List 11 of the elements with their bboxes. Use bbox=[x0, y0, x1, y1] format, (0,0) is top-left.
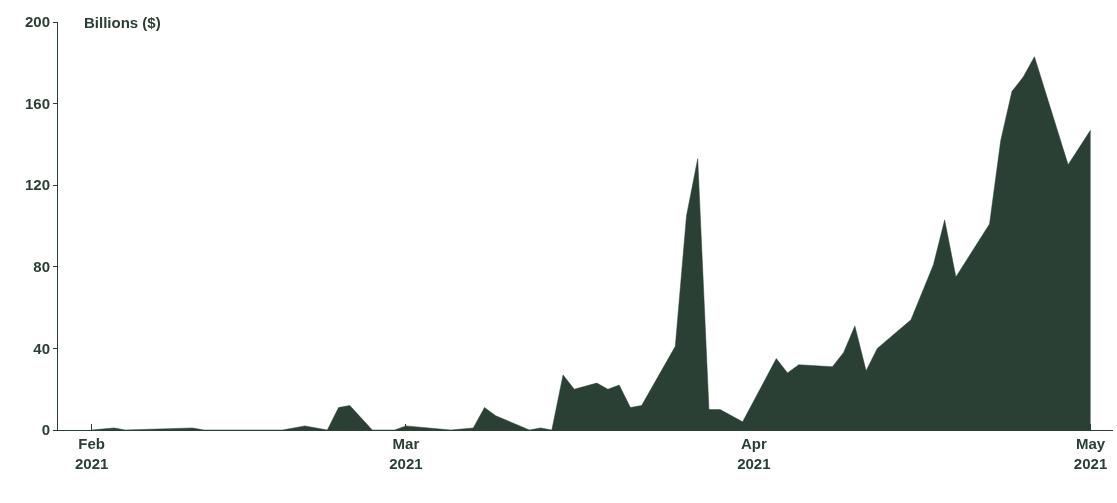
y-axis-title: Billions ($) bbox=[84, 14, 161, 31]
y-tick-label: 120 bbox=[24, 176, 50, 194]
y-tick-label: 0 bbox=[41, 421, 50, 439]
x-tick-label: May 2021 bbox=[1073, 435, 1108, 472]
x-tick-label: Mar 2021 bbox=[389, 435, 423, 472]
y-tick-label: 80 bbox=[33, 258, 50, 276]
x-tick-label: Apr 2021 bbox=[737, 435, 771, 472]
x-tick-label: Feb 2021 bbox=[74, 435, 109, 472]
y-tick-label: 40 bbox=[33, 339, 50, 357]
y-tick-label: 160 bbox=[24, 94, 50, 112]
y-tick-label: 200 bbox=[24, 13, 50, 31]
